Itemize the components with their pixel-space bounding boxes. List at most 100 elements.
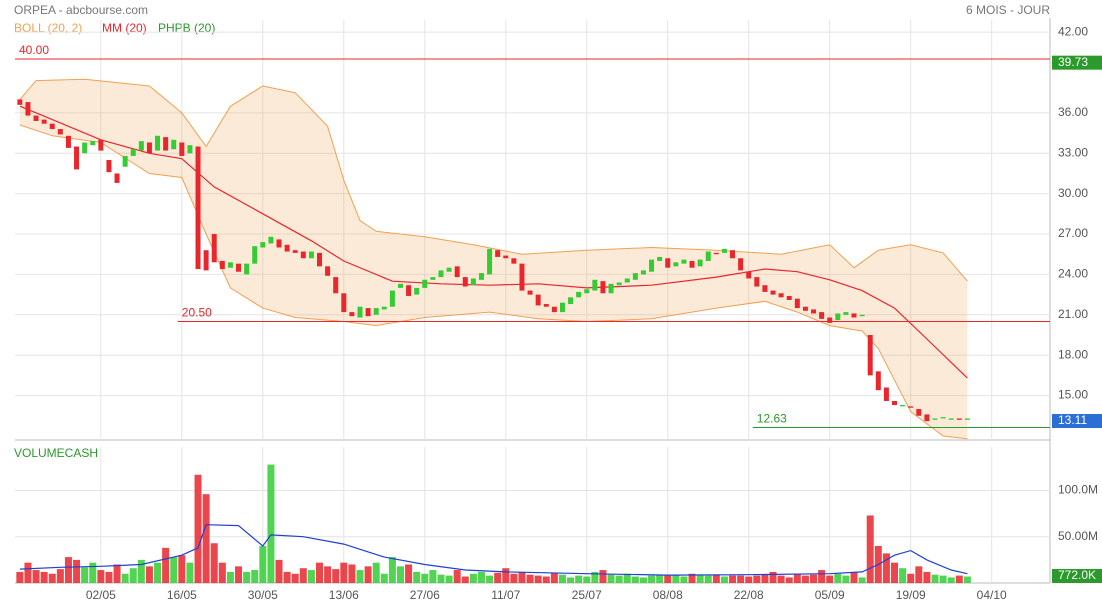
candle	[203, 250, 209, 271]
volume-bar	[145, 566, 153, 583]
volume-bar	[866, 515, 874, 583]
volume-bar	[267, 464, 275, 583]
candle	[657, 256, 663, 261]
volume-bar	[372, 562, 380, 583]
candle	[284, 244, 290, 252]
price-tag	[1052, 55, 1102, 70]
bollinger-upper	[19, 78, 968, 282]
candle	[956, 418, 962, 420]
y-tick-label: 36.00	[1058, 105, 1088, 119]
volume-bar	[583, 576, 591, 583]
candle	[106, 160, 112, 173]
volume-bar	[364, 566, 372, 583]
candle	[219, 260, 225, 270]
candle	[389, 290, 395, 307]
volume-bar	[469, 573, 477, 583]
candle	[584, 289, 590, 294]
volume-bar	[850, 571, 858, 583]
candle	[689, 260, 695, 268]
volume-bar	[32, 570, 40, 583]
volume-bar	[16, 571, 24, 583]
candle	[713, 252, 719, 255]
y-tick-label: 42.00	[1058, 24, 1088, 38]
volume-bar	[623, 573, 631, 583]
legend-phpb: PHPB (20)	[158, 21, 215, 35]
chart-title: ORPEA - abcbourse.com	[14, 3, 148, 17]
candle	[146, 142, 152, 154]
candle	[827, 317, 833, 323]
candle	[673, 262, 679, 267]
candle	[964, 418, 970, 420]
volume-bar	[81, 567, 89, 583]
candle	[559, 302, 565, 313]
volume-bar	[834, 573, 842, 583]
volume-bar	[121, 573, 129, 583]
candle	[900, 405, 906, 407]
volume-bar	[202, 494, 210, 583]
volume-bar	[218, 562, 226, 583]
volume-bar	[396, 566, 404, 583]
candle	[90, 141, 96, 146]
volume-bar	[194, 474, 202, 583]
candle	[721, 248, 727, 253]
candle	[163, 137, 169, 151]
x-tick-label: 02/05	[86, 588, 116, 602]
volume-bar	[154, 562, 162, 583]
price-tag-label: 39.73	[1058, 55, 1088, 69]
volume-bar	[129, 568, 137, 583]
candle	[252, 246, 258, 264]
volume-bar	[963, 576, 971, 583]
volume-bar	[324, 566, 332, 583]
price-tag	[1052, 414, 1102, 429]
volume-bar	[340, 562, 348, 583]
candle	[924, 414, 930, 422]
chart-subtitle: 6 MOIS - JOUR	[966, 3, 1050, 17]
x-tick-label: 19/09	[896, 588, 926, 602]
candle	[397, 283, 403, 288]
volume-bar	[405, 564, 413, 583]
volume-bar	[899, 568, 907, 583]
candle	[632, 273, 638, 280]
candle	[608, 283, 614, 294]
volume-bar	[24, 562, 32, 583]
volume-bar	[97, 570, 105, 583]
candle	[373, 308, 379, 315]
candle	[819, 312, 825, 319]
candle	[681, 259, 687, 264]
candle	[187, 145, 193, 154]
y-tick-label: 21.00	[1058, 307, 1088, 321]
candle	[738, 258, 744, 271]
candle	[130, 149, 136, 156]
price-tag-label: 13.11	[1058, 413, 1087, 427]
y-tick-label: 33.00	[1058, 145, 1088, 159]
candle	[406, 285, 412, 296]
volume-bar	[882, 553, 890, 583]
candle	[600, 281, 606, 294]
volume-bar	[680, 576, 688, 583]
candle	[478, 273, 484, 280]
volume-bar	[113, 564, 121, 583]
y-tick-label: 15.00	[1058, 388, 1088, 402]
volume-bar	[178, 555, 186, 583]
volume-bar	[688, 573, 696, 583]
volume-bar	[631, 576, 639, 583]
volume-bar	[502, 568, 510, 583]
volume-bar	[299, 568, 307, 583]
volume-bar	[259, 545, 267, 583]
volume-bar	[575, 575, 583, 583]
volume-bar	[704, 575, 712, 583]
candle	[17, 99, 23, 105]
x-tick-label: 11/07	[491, 588, 520, 602]
volume-bar	[745, 576, 753, 583]
volume-bar	[729, 575, 737, 583]
volume-bar	[413, 571, 421, 583]
level-label: 40.00	[19, 43, 49, 57]
volume-bar	[599, 570, 607, 583]
volume-bar	[785, 577, 793, 583]
volume-bar	[769, 571, 777, 583]
candle	[916, 409, 922, 416]
candle	[57, 129, 63, 135]
candle	[122, 155, 128, 167]
candle	[640, 270, 646, 275]
